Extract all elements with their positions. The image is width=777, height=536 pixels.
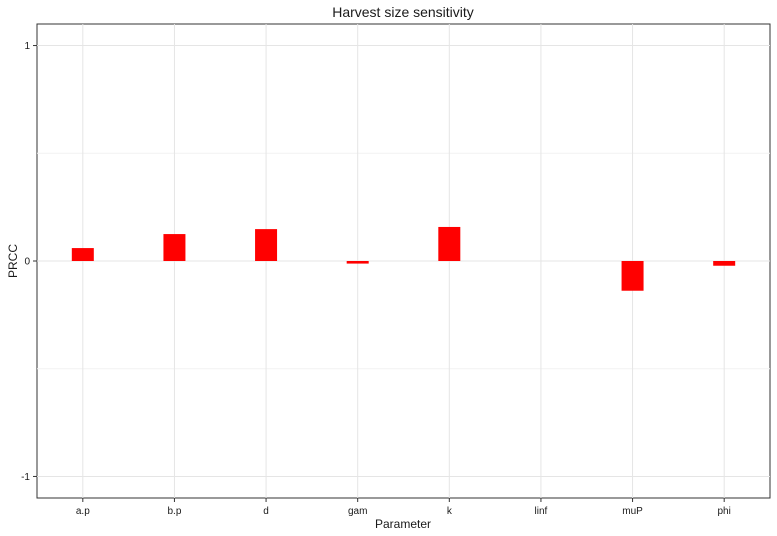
bar-d xyxy=(255,229,278,261)
x-tick-label: muP xyxy=(622,506,643,517)
y-tick-label: -1 xyxy=(21,472,30,483)
bar-gam xyxy=(346,261,369,264)
bar-k xyxy=(438,226,461,261)
chart-title: Harvest size sensitivity xyxy=(332,4,474,20)
bars xyxy=(71,226,736,291)
x-tick-label: phi xyxy=(718,506,731,517)
y-tick-label: 1 xyxy=(24,41,30,52)
x-tick-label: a.p xyxy=(76,506,90,517)
x-axis-title: Parameter xyxy=(375,517,431,531)
bar-a-p xyxy=(71,248,94,261)
bar-phi xyxy=(713,261,736,266)
x-tick-label: gam xyxy=(348,506,367,517)
x-tick-label: d xyxy=(263,506,269,517)
bar-b-p xyxy=(163,234,186,261)
y-axis-title: PRCC xyxy=(6,244,20,278)
y-tick-label: 0 xyxy=(24,257,30,268)
bar-muP xyxy=(621,261,644,291)
x-tick-label: k xyxy=(447,506,453,517)
x-axis: a.p b.p d gam k linf muP phi xyxy=(76,498,731,517)
x-tick-label: b.p xyxy=(167,506,181,517)
x-tick-label: linf xyxy=(535,506,548,517)
y-axis: -1 0 1 xyxy=(21,41,37,483)
